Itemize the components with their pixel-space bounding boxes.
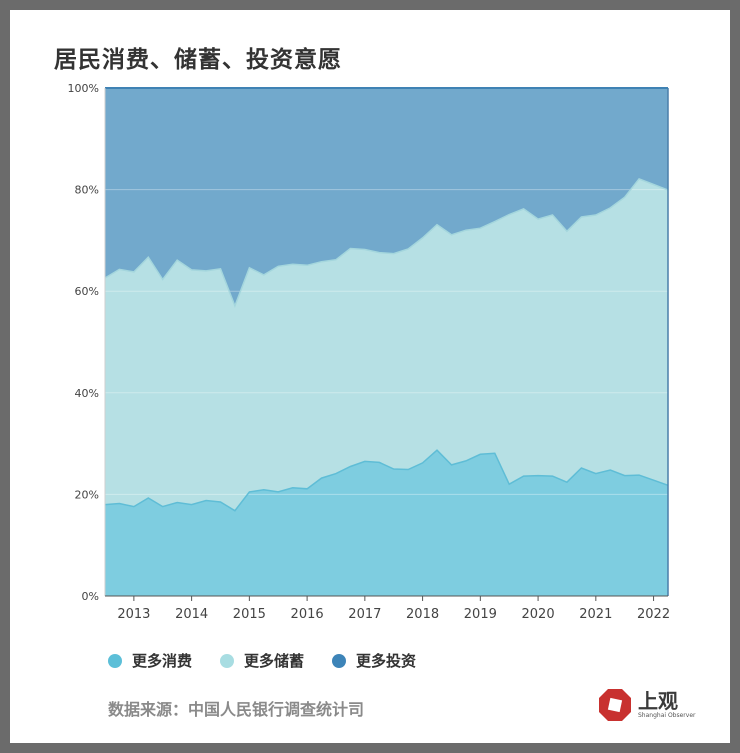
legend-marker-consume bbox=[108, 653, 122, 668]
x-tick-label: 2016 bbox=[291, 607, 324, 622]
shanghai-observer-logo-icon bbox=[599, 689, 631, 721]
x-tick-label: 2013 bbox=[117, 607, 150, 622]
series-line-layer bbox=[104, 87, 669, 512]
x-tick-label: 2017 bbox=[348, 607, 381, 622]
legend-marker-invest bbox=[332, 653, 347, 668]
y-tick-label: 100% bbox=[68, 82, 99, 95]
source-note: 数据来源：中国人民银行调查统计司 bbox=[108, 700, 365, 719]
x-tick-label: 2022 bbox=[637, 607, 670, 622]
y-tick-label: 40% bbox=[75, 387, 99, 400]
x-tick-label: 2021 bbox=[579, 607, 612, 622]
legend-item-save[interactable]: 更多储蓄 bbox=[220, 650, 304, 671]
legend-item-invest[interactable]: 更多投资 bbox=[332, 650, 416, 671]
logo: 上观 Shanghai Observer bbox=[598, 688, 695, 722]
line-save bbox=[104, 178, 669, 308]
legend: 更多消费 更多储蓄 更多投资 bbox=[108, 650, 444, 671]
x-tick-label: 2014 bbox=[175, 607, 208, 622]
area-save bbox=[105, 178, 668, 511]
legend-label-consume: 更多消费 bbox=[132, 652, 193, 670]
legend-marker-save bbox=[220, 653, 235, 668]
y-tick-label: 60% bbox=[75, 285, 99, 298]
x-tick-label: 2019 bbox=[464, 607, 497, 622]
chart-title: 居民消费、储蓄、投资意愿 bbox=[54, 47, 342, 73]
legend-item-consume[interactable]: 更多消费 bbox=[108, 650, 192, 671]
stacked-area-chart: 0% 20% 40% 60% 80% 100% 2013 2014 2015 2016 2017 20… bbox=[68, 82, 671, 622]
legend-label-invest: 更多投资 bbox=[356, 652, 417, 670]
area-invest bbox=[105, 88, 668, 306]
logo-name: 上观 bbox=[638, 689, 678, 713]
line-consume bbox=[104, 449, 669, 512]
y-tick-label: 0% bbox=[82, 590, 99, 603]
y-tick-label: 20% bbox=[75, 488, 99, 501]
axis-layer: 0% 20% 40% 60% 80% 100% 2013 2014 2015 2016 2017 20… bbox=[68, 82, 671, 622]
legend-label-save: 更多储蓄 bbox=[244, 652, 305, 670]
y-tick-label: 80% bbox=[75, 184, 99, 197]
area-layer bbox=[105, 88, 668, 596]
x-tick-label: 2015 bbox=[233, 607, 266, 622]
chart-card: 居民消费、储蓄、投资意愿 0% 20% 40% 60% 80% 100% 2013 2014 2… bbox=[10, 10, 730, 743]
logo-subtitle: Shanghai Observer bbox=[638, 712, 696, 719]
x-tick-label: 2018 bbox=[406, 607, 439, 622]
x-tick-label: 2020 bbox=[522, 607, 555, 622]
area-consume bbox=[105, 450, 668, 596]
